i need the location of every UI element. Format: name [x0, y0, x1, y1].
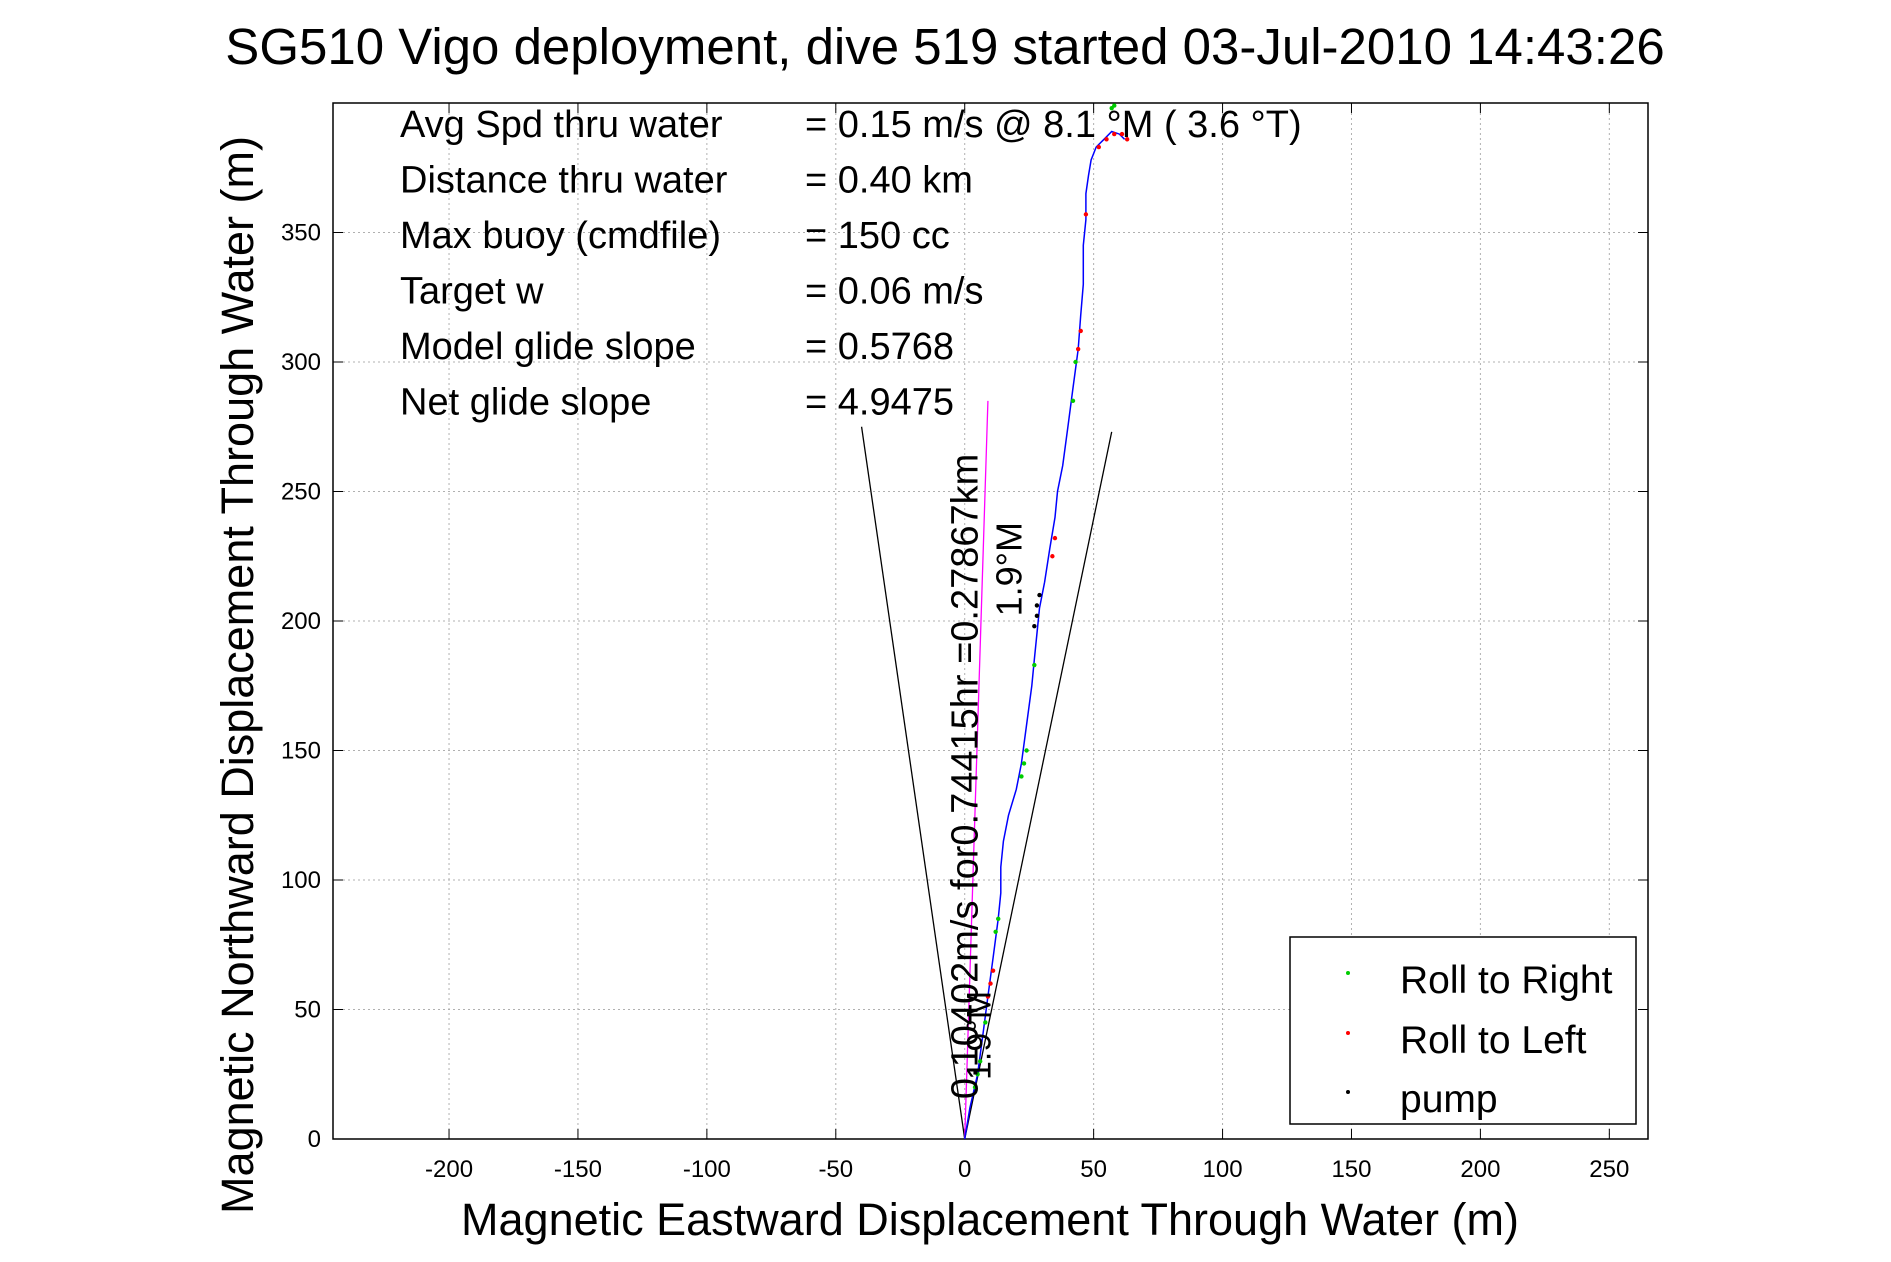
x-tick-label: 150 — [1331, 1156, 1371, 1183]
annotation-label: 0.10402m/s for0.74415hr =0.27867km — [945, 454, 987, 1099]
roll-right-point — [1073, 359, 1078, 365]
roll-left-point — [985, 994, 991, 999]
x-tick-label: 100 — [1203, 1156, 1243, 1183]
y-tick-label: 250 — [281, 479, 321, 506]
x-axis-label: Magnetic Eastward Displacement Through W… — [461, 1194, 1519, 1245]
stat-label: Net glide slope — [400, 382, 651, 424]
x-ticks: -200 -150 -100 -50 0 50 100 150 200 250 — [425, 103, 1629, 1183]
magenta-line — [964, 400, 989, 1140]
stats-block: Avg Spd thru water = 0.15 m/s @ 8.1 °M ( … — [400, 104, 1302, 424]
legend-label-roll-left: Roll to Left — [1400, 1019, 1587, 1062]
legend-label-pump: pump — [1400, 1078, 1498, 1121]
stat-label: Model glide slope — [400, 326, 696, 368]
x-tick-label: -200 — [425, 1156, 473, 1183]
pump-point — [1032, 623, 1037, 629]
stat-value: = 4.9475 — [805, 382, 954, 424]
legend-marker-roll-right — [1346, 971, 1350, 975]
roll-left-point — [990, 968, 996, 973]
legend-marker-roll-left — [1346, 1031, 1350, 1035]
pump-point — [1034, 603, 1040, 608]
stat-label: Max buoy (cmdfile) — [400, 215, 721, 257]
stat-label: Distance thru water — [400, 160, 728, 202]
x-tick-label: -50 — [818, 1156, 853, 1183]
roll-left-point — [1078, 328, 1083, 334]
pump-point — [1037, 592, 1042, 598]
y-tick-label: 0 — [308, 1126, 321, 1153]
roll-left-point — [1119, 131, 1125, 137]
y-axis-label: Magnetic Northward Displacement Through … — [212, 136, 263, 1214]
roll-right-point — [1021, 761, 1027, 766]
heading-line — [860, 426, 966, 1140]
y-tick-label: 200 — [281, 608, 321, 635]
roll-left-point — [1052, 535, 1058, 541]
heading-lines — [860, 400, 1113, 1140]
roll-right-point — [1112, 103, 1117, 108]
y-tick-label: 300 — [281, 349, 321, 376]
heading-line — [964, 431, 1113, 1140]
x-tick-label: 50 — [1080, 1156, 1107, 1183]
x-tick-label: 200 — [1460, 1156, 1500, 1183]
roll-right-point — [975, 1072, 980, 1077]
y-tick-label: 150 — [281, 738, 321, 765]
roll-left-point — [988, 981, 993, 986]
annotation-label: 1.9°M — [961, 991, 999, 1080]
stat-value: = 150 cc — [805, 215, 950, 257]
annotations: 0.10402m/s for0.74415hr =0.27867km 1.9°M 1… — [945, 454, 1030, 1099]
y-tick-label: 50 — [294, 997, 321, 1024]
pump-point — [1034, 613, 1040, 619]
stat-value: = 0.40 km — [805, 160, 973, 202]
glider-track — [963, 130, 1126, 1140]
marker-points — [972, 103, 1130, 1090]
roll-right-point — [983, 1020, 988, 1025]
roll-left-point — [1075, 346, 1081, 352]
stat-value: = 0.5768 — [805, 326, 954, 368]
roll-right-point — [993, 929, 998, 934]
stat-value: = 0.06 m/s — [805, 271, 983, 313]
roll-right-point — [1070, 398, 1076, 404]
track-line — [963, 130, 1126, 1140]
y-tick-label: 350 — [281, 220, 321, 247]
x-tick-label: -150 — [554, 1156, 602, 1183]
legend-marker-pump — [1346, 1090, 1350, 1094]
chart-title: SG510 Vigo deployment, dive 519 started … — [225, 18, 1664, 75]
roll-right-point — [1032, 662, 1037, 668]
roll-left-point — [1104, 137, 1109, 142]
roll-left-point — [1050, 554, 1055, 559]
roll-left-point — [1112, 131, 1117, 137]
roll-left-point — [1083, 212, 1089, 217]
roll-right-point — [977, 1059, 983, 1064]
y-ticks: 0 50 100 150 200 250 300 350 — [281, 220, 1648, 1153]
stat-label: Target w — [400, 271, 544, 313]
x-tick-label: -100 — [683, 1156, 731, 1183]
roll-right-point — [996, 916, 1001, 922]
legend: Roll to Right Roll to Left pump — [1289, 936, 1637, 1125]
annotation-label: 1.9°M — [988, 522, 1029, 616]
legend-label-roll-right: Roll to Right — [1400, 959, 1613, 1002]
roll-right-point — [972, 1085, 978, 1090]
roll-right-point — [1019, 774, 1024, 779]
x-tick-label: 250 — [1589, 1156, 1629, 1183]
roll-left-point — [1124, 137, 1130, 142]
roll-left-point — [1096, 144, 1101, 150]
roll-right-point — [1024, 748, 1029, 753]
stat-label: Avg Spd thru water — [400, 104, 723, 146]
stat-value: = 0.15 m/s @ 8.1 °M ( 3.6 °T) — [805, 104, 1302, 146]
x-tick-label: 0 — [958, 1156, 971, 1183]
y-tick-label: 100 — [281, 867, 321, 894]
